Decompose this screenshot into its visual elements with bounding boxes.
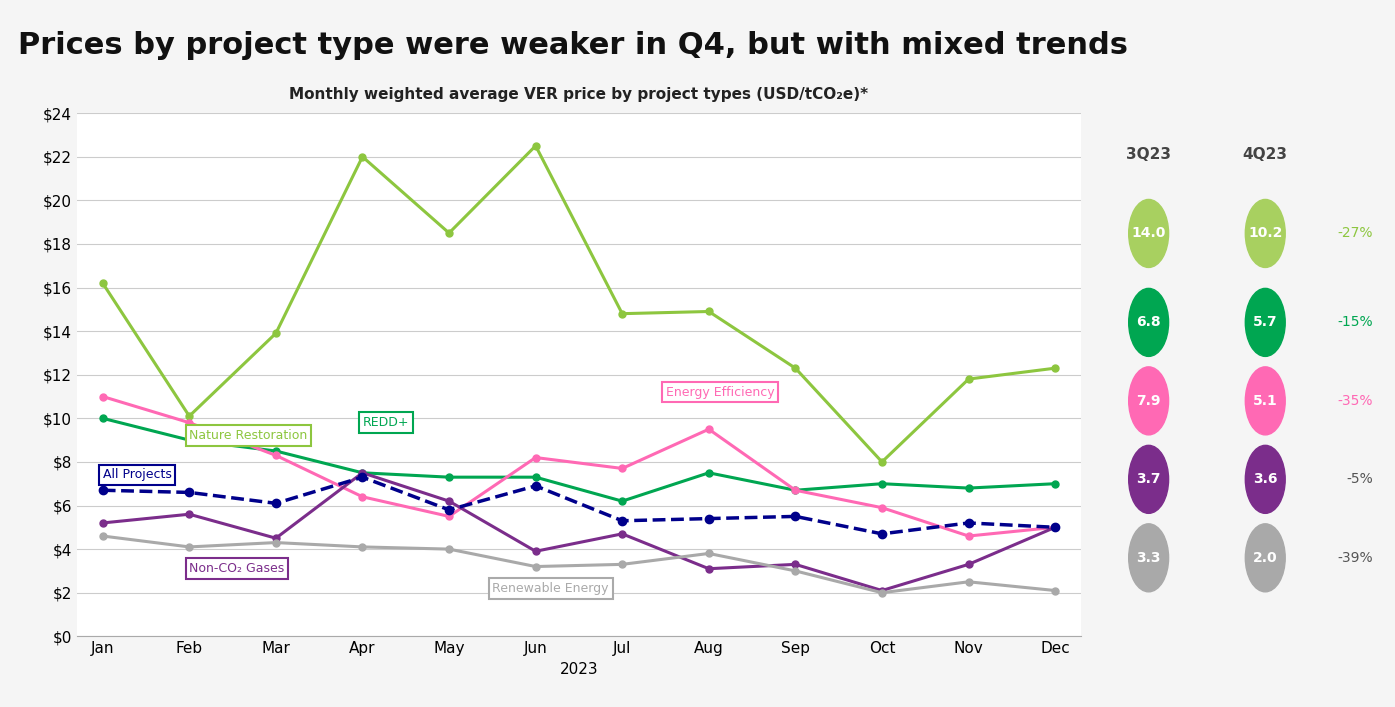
Text: 3.7: 3.7 [1137, 472, 1161, 486]
Text: 10.2: 10.2 [1249, 226, 1282, 240]
Text: Prices by project type were weaker in Q4, but with mixed trends: Prices by project type were weaker in Q4… [18, 31, 1129, 61]
Circle shape [1129, 288, 1169, 356]
Text: Nature Restoration: Nature Restoration [190, 429, 307, 443]
Circle shape [1246, 524, 1285, 592]
Title: Monthly weighted average VER price by project types (USD/tCO₂e)*: Monthly weighted average VER price by pr… [289, 87, 869, 103]
Text: Renewable Energy: Renewable Energy [492, 582, 608, 595]
Circle shape [1246, 288, 1285, 356]
Text: Energy Efficiency: Energy Efficiency [665, 385, 774, 399]
Text: 3Q23: 3Q23 [1126, 148, 1172, 163]
Text: Non-CO₂ Gases: Non-CO₂ Gases [190, 562, 285, 575]
Text: -35%: -35% [1338, 394, 1373, 408]
Text: 7.9: 7.9 [1137, 394, 1161, 408]
Circle shape [1246, 199, 1285, 267]
X-axis label: 2023: 2023 [559, 662, 598, 677]
Text: 6.8: 6.8 [1137, 315, 1161, 329]
Text: 4Q23: 4Q23 [1243, 148, 1288, 163]
Circle shape [1246, 445, 1285, 513]
Text: -15%: -15% [1336, 315, 1373, 329]
Text: All Projects: All Projects [103, 469, 172, 481]
Text: -5%: -5% [1346, 472, 1373, 486]
Text: REDD+: REDD+ [363, 416, 409, 429]
Circle shape [1129, 199, 1169, 267]
Text: 2.0: 2.0 [1253, 551, 1278, 565]
Circle shape [1129, 445, 1169, 513]
Circle shape [1129, 367, 1169, 435]
Circle shape [1129, 524, 1169, 592]
Text: 3.6: 3.6 [1253, 472, 1278, 486]
Text: -27%: -27% [1338, 226, 1373, 240]
Text: 5.7: 5.7 [1253, 315, 1278, 329]
Circle shape [1246, 367, 1285, 435]
Text: 14.0: 14.0 [1131, 226, 1166, 240]
Text: 5.1: 5.1 [1253, 394, 1278, 408]
Text: 3.3: 3.3 [1137, 551, 1161, 565]
Text: -39%: -39% [1336, 551, 1373, 565]
